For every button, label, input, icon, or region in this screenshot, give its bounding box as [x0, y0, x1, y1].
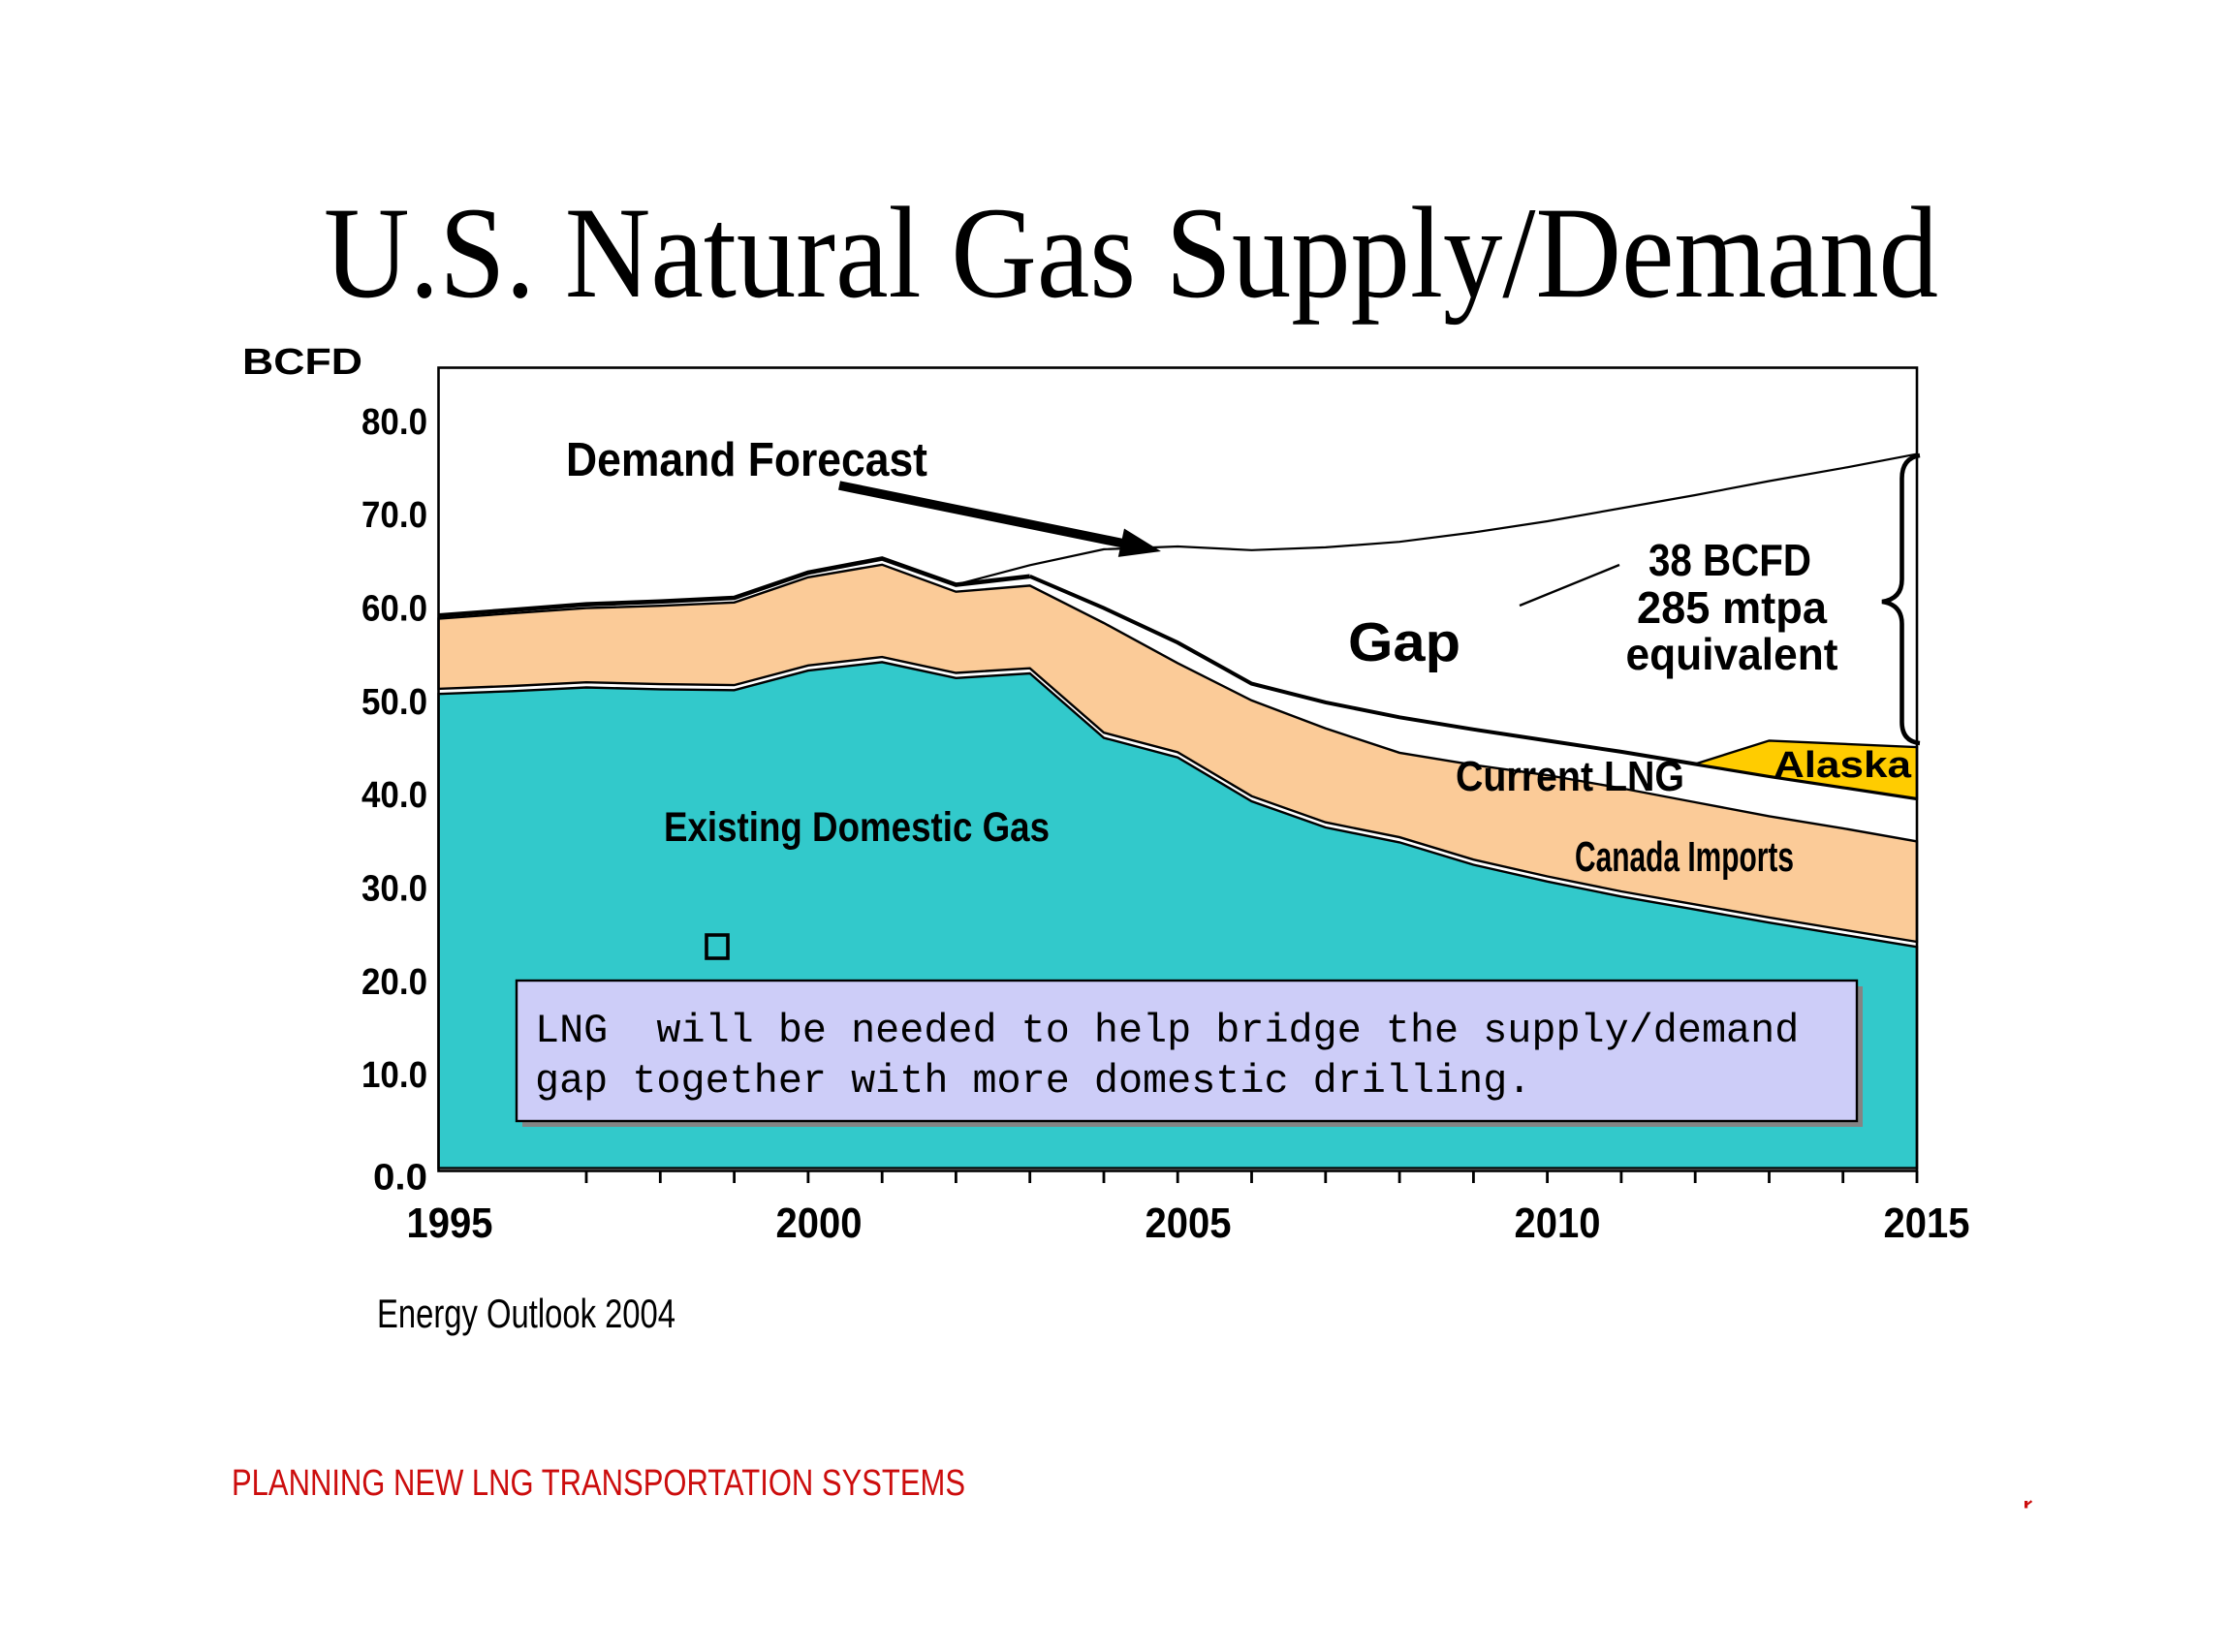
svg-text:Current LNG: Current LNG: [1456, 753, 1684, 800]
svg-text:40.0: 40.0: [361, 775, 427, 816]
svg-text:LNG will be needed to help br: LNG will be needed to help bridge the su…: [535, 1008, 1799, 1054]
svg-text:Alaska: Alaska: [1774, 745, 1912, 786]
svg-text:PLANNING NEW LNG TRANSPORTATIO: PLANNING NEW LNG TRANSPORTATION SYSTEMS: [232, 1463, 965, 1504]
svg-text:50.0: 50.0: [361, 682, 427, 723]
svg-text:Canada Imports: Canada Imports: [1575, 833, 1794, 881]
svg-text:Existing Domestic Gas: Existing Domestic Gas: [664, 804, 1050, 851]
svg-text:gap together with more domesti: gap together with more domestic drilling…: [535, 1058, 1531, 1105]
svg-text:2010: 2010: [1515, 1200, 1601, 1247]
svg-text:285 mtpa: 285 mtpa: [1637, 582, 1827, 633]
svg-text:2005: 2005: [1146, 1200, 1232, 1247]
svg-text:Gap: Gap: [1348, 611, 1460, 673]
svg-text:20.0: 20.0: [361, 962, 427, 1003]
svg-text:U.S. Natural Gas Supply/Demand: U.S. Natural Gas Supply/Demand: [324, 181, 1938, 326]
svg-text:0.0: 0.0: [373, 1158, 427, 1199]
svg-text:2015: 2015: [1884, 1200, 1970, 1247]
svg-text:10.0: 10.0: [361, 1055, 427, 1096]
svg-text:BCFD: BCFD: [242, 342, 362, 383]
svg-text:Demand Forecast: Demand Forecast: [566, 434, 927, 486]
svg-text:38 BCFD: 38 BCFD: [1648, 535, 1811, 585]
svg-text:60.0: 60.0: [361, 589, 427, 630]
svg-text:80.0: 80.0: [361, 402, 427, 443]
svg-text:1995: 1995: [407, 1200, 493, 1247]
svg-text:equivalent: equivalent: [1626, 629, 1838, 679]
svg-text:Energy Outlook 2004: Energy Outlook 2004: [377, 1291, 675, 1336]
svg-text:70.0: 70.0: [361, 495, 427, 536]
svg-text:30.0: 30.0: [361, 869, 427, 910]
svg-text:2000: 2000: [776, 1200, 863, 1247]
